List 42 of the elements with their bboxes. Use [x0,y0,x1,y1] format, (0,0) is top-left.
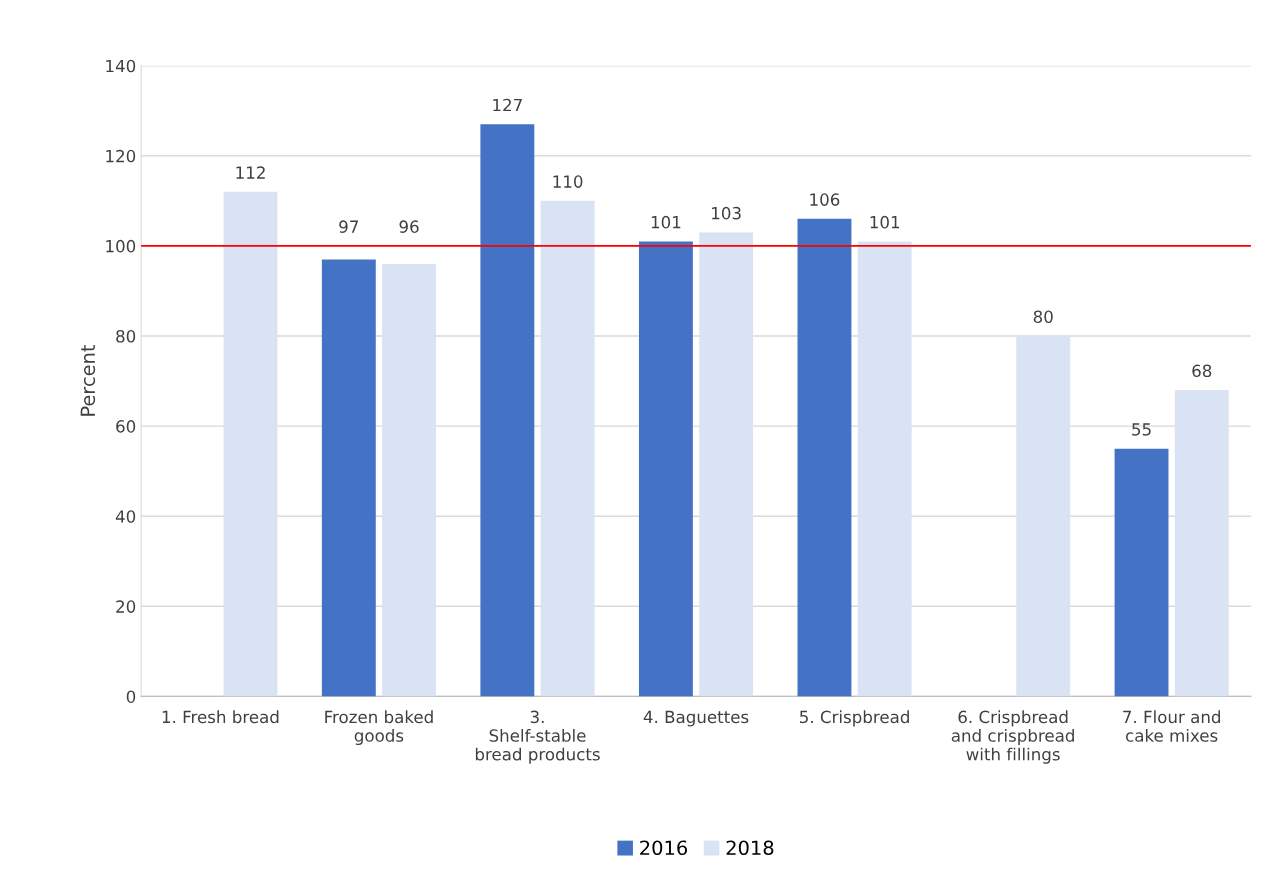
bar [638,241,693,697]
bar [699,232,754,697]
legend-label: 2018 [726,840,774,856]
y-tick-label: 140 [106,59,136,73]
data-label: 101 [651,215,681,229]
x-tick-label: Frozen baked goods [325,710,433,746]
y-tick-label: 0 [126,690,136,703]
x-tick-label: 6. Crispbread and crispbread with fillings [951,710,1074,764]
y-tick-label: 120 [106,149,136,163]
bar [1174,390,1229,697]
x-tick-label: 3. Shelf-stable bread products [475,710,600,764]
y-tick-label: 100 [106,239,136,253]
y-tick-label: 40 [115,510,136,523]
x-tick-label: 5. Crispbread [800,710,909,727]
y-tick-label: 20 [116,600,136,613]
bar [1016,336,1071,697]
data-label: 55 [1132,423,1151,436]
x-tick-label: 7. Flour and cake mixes [1123,710,1220,742]
bar [321,259,376,697]
data-label: 101 [870,215,900,229]
data-label: 106 [810,193,840,206]
bar [382,263,437,697]
data-label: 112 [236,166,265,179]
data-label: 127 [493,98,522,112]
bar [857,241,912,697]
bar [540,200,595,697]
data-label: 96 [399,220,419,233]
data-label: 68 [1192,364,1212,378]
y-axis-title: Percent [80,344,96,416]
x-tick-label: 4. Baguettes [643,710,749,727]
bar [223,191,278,697]
y-tick-label: 80 [116,329,136,343]
bar [797,218,852,697]
y-tick-label: 60 [116,420,136,433]
data-label: 103 [712,206,741,220]
legend-label: 2016 [640,840,688,856]
data-label: 80 [1033,310,1053,324]
data-label: 110 [553,175,583,188]
data-label: 97 [339,220,358,233]
bar [480,124,535,697]
bar [1114,448,1169,697]
x-tick-label: 1. Fresh bread [162,710,279,724]
